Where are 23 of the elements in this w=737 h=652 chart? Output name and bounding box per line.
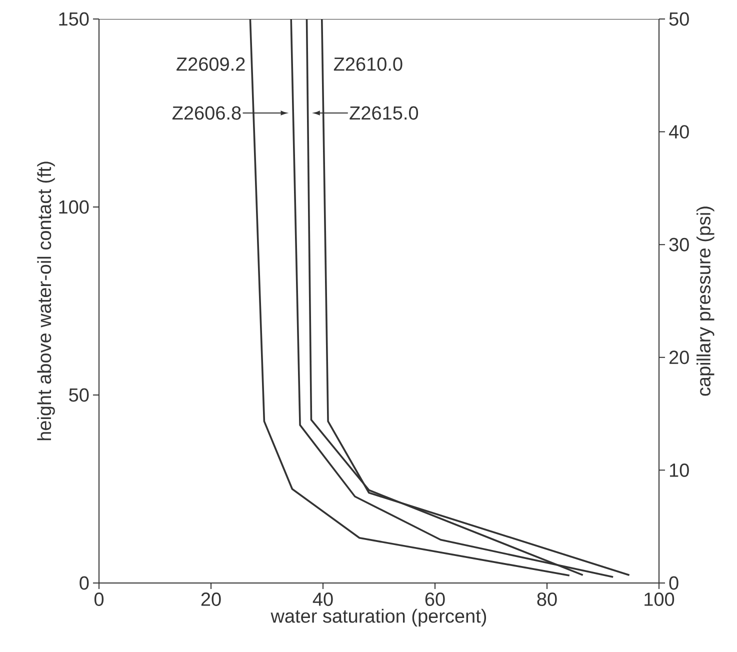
y-tick-label: 50: [69, 388, 89, 402]
x-tick-label: 20: [201, 592, 221, 606]
y-axis-title: height above water-oil contact (ft): [37, 162, 55, 440]
annotation: Z2615.0: [350, 106, 418, 120]
y-tick-label: 150: [59, 12, 89, 26]
y2-axis-title: capillary pressure (psi): [696, 206, 714, 396]
x-tick-label: 100: [644, 592, 674, 606]
y2-tick-label: 20: [669, 350, 689, 364]
y2-tick-label: 30: [669, 238, 689, 252]
y2-tick-label: 50: [669, 12, 689, 26]
y-tick-label: 0: [80, 576, 89, 590]
annotation: Z2606.8: [172, 106, 241, 120]
y2-tick-label: 40: [668, 125, 689, 139]
x-axis-title: water saturation (percent): [270, 608, 486, 627]
y-tick-label: 100: [59, 200, 89, 214]
y2-tick-label: 10: [670, 463, 689, 477]
x-tick-label: 80: [537, 592, 557, 606]
annotation: Z2609.2: [176, 57, 245, 71]
x-tick-label: 60: [425, 592, 445, 606]
x-tick-label: 0: [94, 592, 104, 606]
x-tick-label: 40: [312, 592, 333, 606]
y2-tick-label: 0: [669, 576, 678, 590]
annotation: Z2610.0: [334, 57, 402, 71]
